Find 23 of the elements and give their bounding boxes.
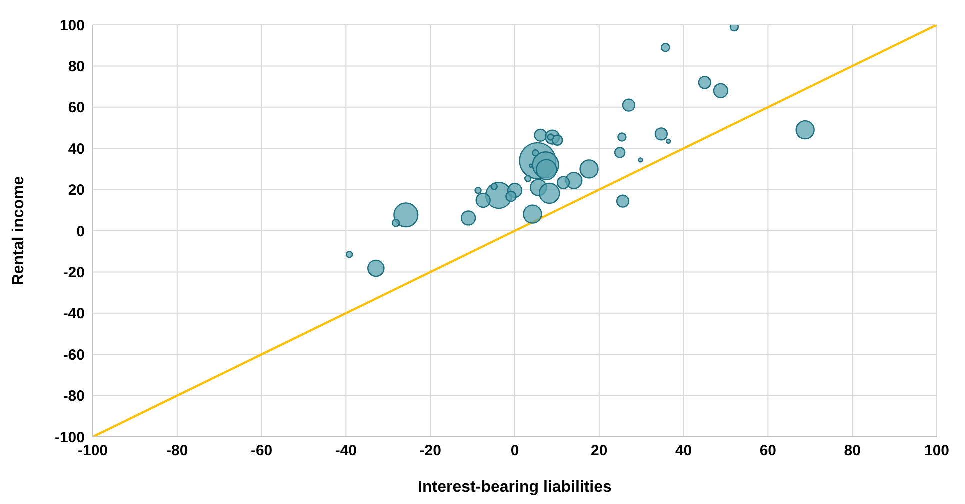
x-tick-label: 80 <box>844 442 861 460</box>
y-tick-label: -80 <box>63 388 85 406</box>
y-tick-label: 20 <box>68 182 85 200</box>
x-tick-label: 0 <box>510 442 520 460</box>
x-tick-label: 100 <box>924 442 950 460</box>
x-tick-label: -40 <box>335 442 358 460</box>
y-tick-label: -60 <box>63 346 85 364</box>
y-tick-label: 80 <box>68 58 85 76</box>
x-tick-label: -80 <box>166 442 188 460</box>
y-axis-title: Rental income <box>10 176 28 286</box>
y-tick-label: -40 <box>63 306 85 323</box>
x-tick-label: -60 <box>250 442 273 460</box>
y-tick-label: -20 <box>63 264 85 282</box>
x-axis-title: Interest-bearing liabilities <box>418 479 612 496</box>
x-tick-label: 40 <box>675 442 692 460</box>
y-tick-label: 0 <box>76 223 85 240</box>
y-tick-label: 40 <box>68 140 85 158</box>
y-tick-label: 60 <box>68 100 85 117</box>
x-tick-label: 60 <box>760 442 777 460</box>
y-tick-label: 100 <box>60 17 85 34</box>
y-tick-label: -100 <box>54 429 85 446</box>
x-tick-label: -20 <box>420 442 442 460</box>
x-tick-label: 20 <box>591 442 608 460</box>
